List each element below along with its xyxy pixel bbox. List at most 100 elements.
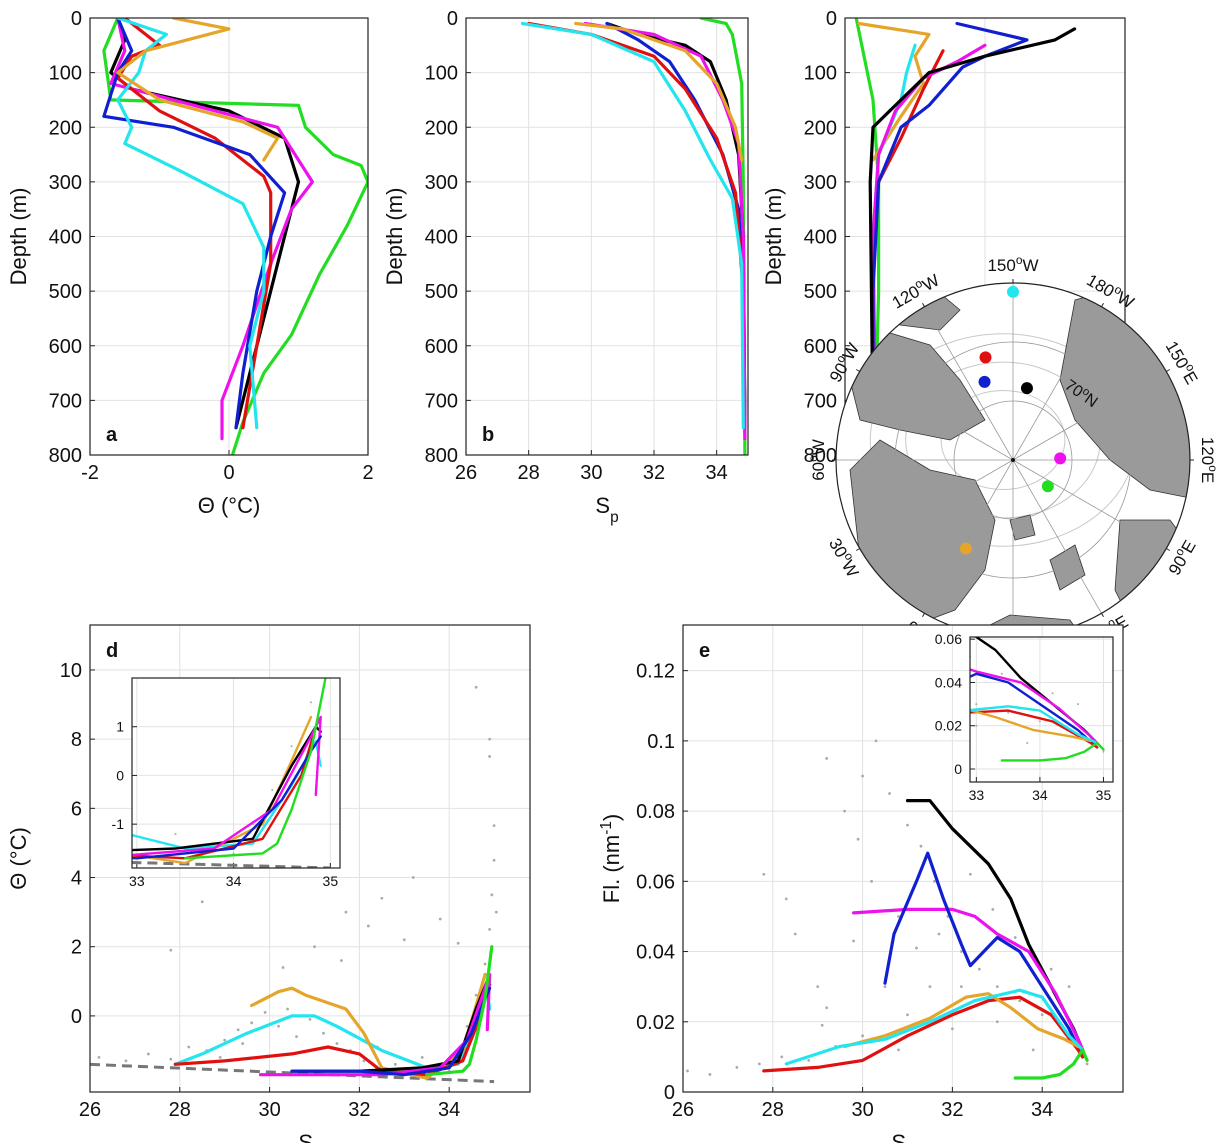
panel-letter: e [699,640,710,662]
x-tick-label: 28 [518,462,540,484]
scatter-point [329,555,331,557]
scatter-point [784,897,788,901]
y-tick-label: 0 [664,1082,675,1104]
line-series [970,668,1099,745]
x-tick-label: 34 [1032,787,1048,803]
x-tick-label: 26 [455,462,477,484]
plot-area [970,637,1113,782]
scatter-point [169,1057,173,1061]
y-tick-label: 400 [425,227,458,249]
data-layer [759,595,1105,762]
scatter-point [58,648,60,650]
scatter-point [488,755,491,758]
scatter-point [309,701,312,704]
line-series [871,21,1029,413]
x-axis-label-sub: p [610,509,619,526]
x-tick-label: 32 [941,1099,963,1121]
y-tick-label: 200 [49,117,82,139]
x-tick-label: 30 [851,1099,873,1121]
line-series [843,992,1080,1048]
y-tick-label: 0 [71,1006,82,1028]
line-series [970,709,1099,749]
y-tick-label: 0.04 [636,942,675,964]
meridian [1012,459,1167,549]
longitude-label-part: W [809,439,828,455]
scatter-point [959,985,963,989]
scatter-point [759,595,761,597]
scatter-point [1018,999,1022,1003]
meridian [859,459,1014,549]
scatter-point [1031,1048,1035,1052]
y-tick-label: 0.02 [935,718,962,734]
scatter-point [1038,720,1041,723]
frame [465,17,749,456]
scatter-point [867,617,869,619]
longitude-label-sup: o [1016,253,1023,267]
scatter-point [324,604,326,606]
y-axis-label-part: Depth (m) [6,188,31,286]
lon-tick [922,613,925,618]
x-tick-label: 34 [1031,1099,1053,1121]
scatter-point [937,932,941,936]
latitude-label-sup: o [1080,385,1092,398]
scatter-point [928,985,932,989]
scatter-point [250,1021,254,1025]
scatter-point [366,924,370,928]
data-layer [10,555,331,868]
scatter-point [1049,967,1053,971]
scatter-point [488,928,491,931]
scatter-point [187,1045,191,1049]
scatter-point [10,628,12,630]
line-series [762,995,1085,1073]
longitude-label-sup: o [1206,465,1220,472]
scatter-point [488,737,491,741]
scatter-point [263,1011,267,1014]
scatter-point [793,932,797,936]
x-axis-label: Θ (°C) [198,493,261,518]
y-tick-label: 500 [804,281,837,303]
scatter-point [1007,711,1010,714]
line-series [970,708,1092,743]
data-layer [102,18,368,455]
x-tick-label: 28 [762,1099,784,1121]
scatter-point [816,985,820,989]
scatter-point [277,1024,280,1028]
y-axis-label-part: Fl. (nm [599,835,624,903]
line-series [184,678,327,860]
scatter-point [474,993,478,997]
y-tick-label: 700 [49,390,82,412]
scatter-point [870,879,873,883]
station-marker [1054,452,1067,465]
scatter-point [494,910,498,914]
x-axis-label: Sp [595,493,618,526]
x-tick-label: 28 [169,1099,191,1121]
x-tick-label: 33 [129,873,145,889]
scatter-point [968,872,972,876]
scatter-point [977,967,981,971]
line-series [132,725,317,860]
x-tick-label: 30 [258,1099,280,1121]
x-axis-label-part: S [595,493,610,518]
line-series [1013,1048,1089,1080]
line-series [132,715,322,857]
y-tick-label: 800 [804,445,837,467]
scatter-point [1051,692,1054,695]
y-axis-label: Θ (°C) [6,827,31,890]
y-tick-label: 6 [71,798,82,820]
x-tick-label: 2 [362,462,373,484]
y-tick-label: 200 [804,117,837,139]
scatter-point [825,1006,829,1010]
scatter-point [322,1031,325,1035]
scatter-point [856,837,860,841]
scatter-point [295,1035,298,1039]
panel-letter: d [106,640,118,662]
y-tick-label: 400 [49,227,82,249]
meridian [924,306,1014,461]
scatter-point [852,939,856,943]
line-series [699,18,747,455]
y-tick-label: 0 [71,8,82,30]
scatter-point [290,745,293,748]
data-layer [90,685,498,1084]
y-tick-label: 300 [804,172,837,194]
line-series [857,21,931,162]
